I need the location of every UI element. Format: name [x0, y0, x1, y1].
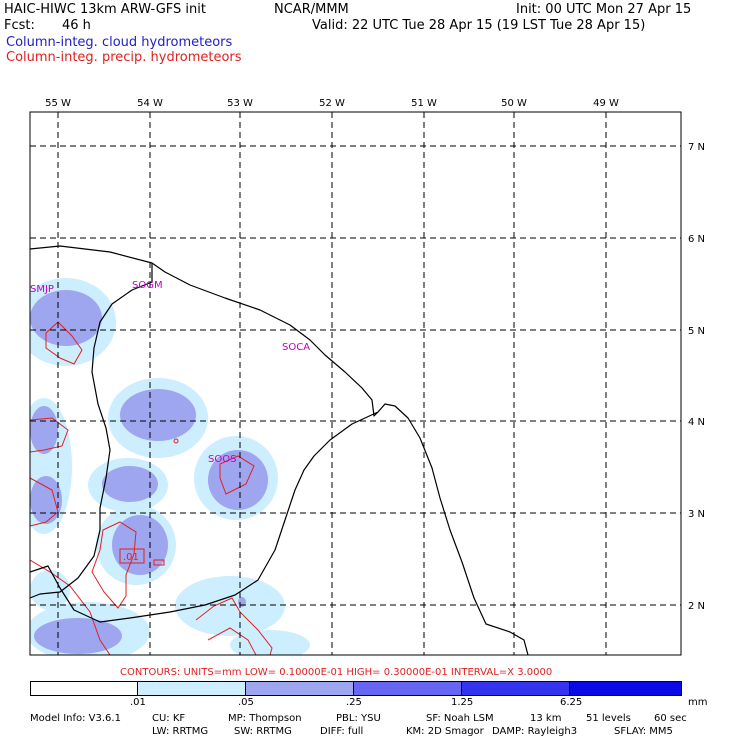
model-info-cu: CU: KF — [152, 713, 186, 724]
lon-label-50w: 50 W — [501, 98, 527, 109]
lat-label-4n: 4 N — [688, 417, 705, 428]
model-info-km: KM: 2D Smagor — [406, 726, 484, 737]
valid-time: Valid: 22 UTC Tue 28 Apr 15 (19 LST Tue … — [312, 18, 646, 33]
model-info-pbl: PBL: YSU — [336, 713, 381, 724]
field-title-cloud: Column-integ. cloud hydrometeors — [6, 35, 233, 50]
latlon-grid — [30, 112, 681, 655]
lon-label-52w: 52 W — [319, 98, 345, 109]
colorbar-label-2: .25 — [346, 697, 362, 708]
colorbar-units: mm — [688, 697, 708, 708]
model-info-damp: DAMP: Rayleigh3 — [492, 726, 578, 737]
model-info-levels: 51 levels — [586, 713, 631, 724]
lat-label-5n: 5 N — [688, 326, 705, 337]
model-info-version: Model Info: V3.6.1 — [30, 713, 121, 724]
model-info-diff: DIFF: full — [320, 726, 364, 737]
model-info-sw: SW: RRTMG — [234, 726, 292, 737]
model-info-lw: LW: RRTMG — [152, 726, 209, 737]
lat-label-7n: 7 N — [688, 142, 705, 153]
model-info-sf: SF: Noah LSM — [426, 713, 494, 724]
contours-info: CONTOURS: UNITS=mm LOW= 0.10000E-01 HIGH… — [120, 667, 553, 678]
contour-value-label: .01 — [123, 552, 139, 563]
lat-label-2n: 2 N — [688, 601, 705, 612]
colorbar-label-0: .01 — [130, 697, 146, 708]
model-info-dt: 60 sec — [654, 713, 687, 724]
model-info-sflay: SFLAY: MM5 — [614, 726, 673, 737]
colorbar-segment-3 — [353, 681, 462, 696]
colorbar-label-4: 6.25 — [560, 697, 583, 708]
colorbar-segment-1 — [137, 681, 246, 696]
fcst-label: Fcst: — [4, 18, 35, 33]
plot-frame — [29, 111, 682, 656]
colorbar-label-1: .05 — [238, 697, 254, 708]
lat-label-6n: 6 N — [688, 234, 705, 245]
fcst-value: 46 h — [62, 18, 91, 33]
colorbar-label-3: 1.25 — [451, 697, 474, 708]
lon-label-55w: 55 W — [45, 98, 71, 109]
coastline — [30, 245, 529, 655]
lon-label-54w: 54 W — [137, 98, 163, 109]
model-title: HAIC-HIWC 13km ARW-GFS init — [4, 2, 206, 17]
model-info-res: 13 km — [530, 713, 562, 724]
lon-label-49w: 49 W — [593, 98, 619, 109]
model-info-mp: MP: Thompson — [228, 713, 302, 724]
station-soos: SOOS — [208, 454, 236, 465]
model-center: NCAR/MMM — [274, 2, 349, 17]
lat-label-3n: 3 N — [688, 509, 705, 520]
colorbar-segment-0 — [30, 681, 138, 696]
station-sogm: SOGM — [132, 280, 163, 291]
station-smjp: SMJP — [30, 284, 54, 295]
colorbar-segment-4 — [461, 681, 570, 696]
lon-label-53w: 53 W — [227, 98, 253, 109]
lon-label-51w: 51 W — [411, 98, 437, 109]
field-title-precip: Column-integ. precip. hydrometeors — [6, 50, 242, 65]
colorbar-segment-5 — [569, 681, 682, 696]
init-time: Init: 00 UTC Mon 27 Apr 15 — [516, 2, 692, 17]
station-soca: SOCA — [282, 342, 310, 353]
contour-label-box — [119, 548, 145, 564]
colorbar-segment-2 — [245, 681, 354, 696]
